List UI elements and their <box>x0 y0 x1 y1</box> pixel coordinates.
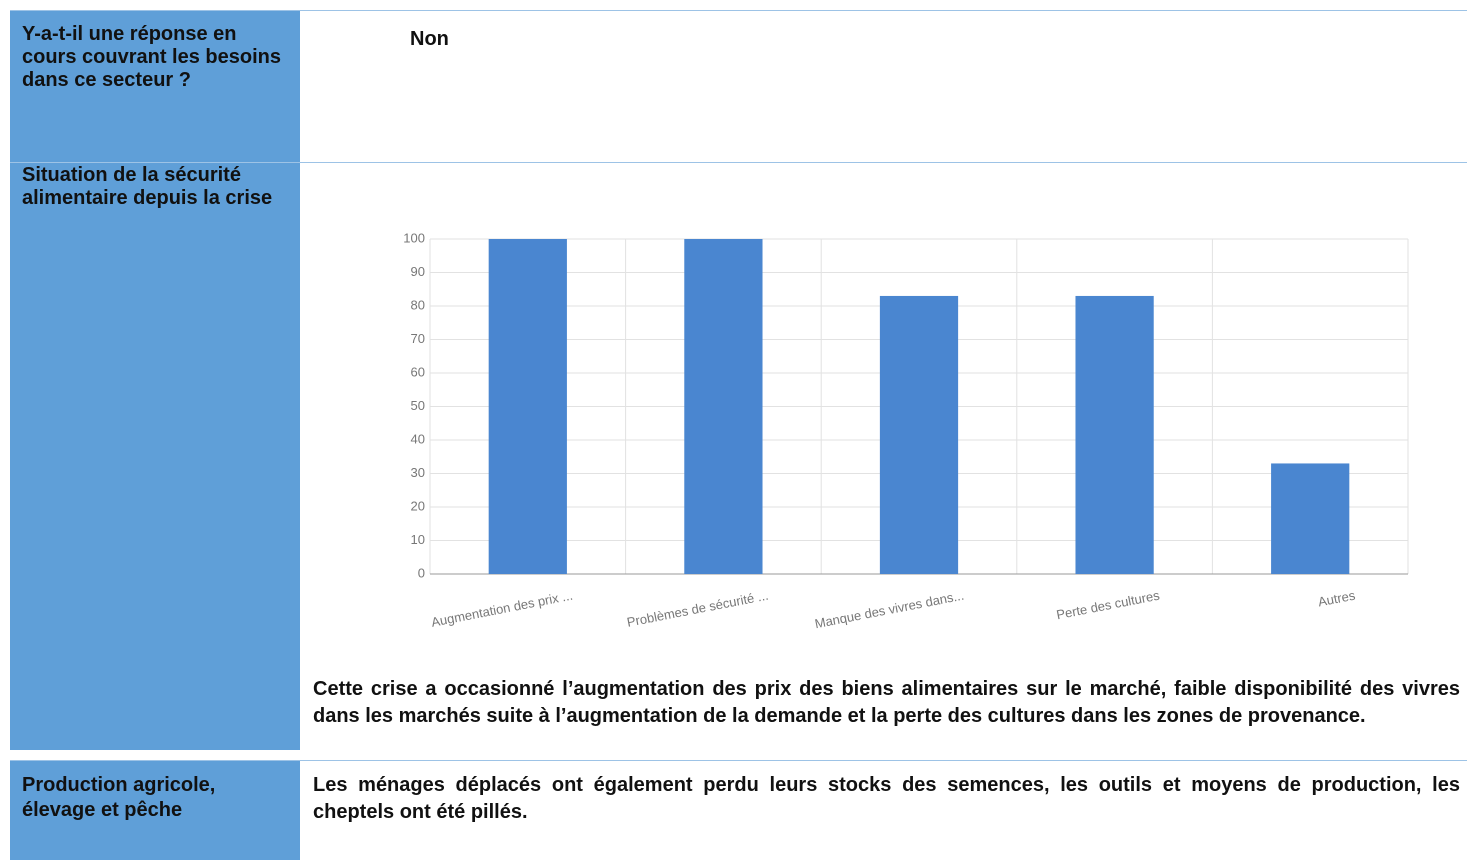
y-tick-label: 70 <box>411 331 425 346</box>
y-tick-label: 50 <box>411 398 425 413</box>
y-tick-label: 100 <box>403 230 425 245</box>
row-text: Cette crise a occasionné l’augmentation … <box>313 678 1460 727</box>
bar <box>1271 463 1350 574</box>
y-tick-label: 30 <box>411 465 425 480</box>
row-border <box>10 760 1467 761</box>
y-tick-label: 10 <box>411 532 425 547</box>
x-tick-label: Perte des cultures <box>1055 588 1161 623</box>
bar <box>1075 295 1154 574</box>
row-border <box>10 10 1467 11</box>
row-label: Situation de la sécurité alimentaire dep… <box>10 163 300 750</box>
y-tick-label: 90 <box>411 264 425 279</box>
bar <box>488 239 567 574</box>
row-border <box>10 162 1467 163</box>
chart: 0 10 20 30 40 50 60 70 80 90 100 Augmentation des p… <box>403 230 1409 632</box>
x-tick-label: Manque des vivres dans... <box>813 588 965 632</box>
row-text: Les ménages déplacés ont également perdu… <box>313 774 1460 823</box>
x-tick-label: Problèmes de sécurité ... <box>626 588 770 630</box>
y-tick-label: 40 <box>411 431 425 446</box>
row-text: Non <box>410 28 449 50</box>
row-label: Production agricole, élevage et pêche <box>10 761 300 860</box>
bar <box>684 239 763 574</box>
x-tick-label: Autres <box>1317 588 1357 610</box>
y-tick-label: 80 <box>411 297 425 312</box>
bar <box>879 295 959 574</box>
y-tick-label: 20 <box>411 498 425 513</box>
y-tick-label: 0 <box>418 565 425 580</box>
y-tick-label: 60 <box>411 364 425 379</box>
row-label: Y-a-t-il une réponse en cours couvrant l… <box>10 11 300 163</box>
x-tick-label: Augmentation des prix ... <box>430 588 574 630</box>
